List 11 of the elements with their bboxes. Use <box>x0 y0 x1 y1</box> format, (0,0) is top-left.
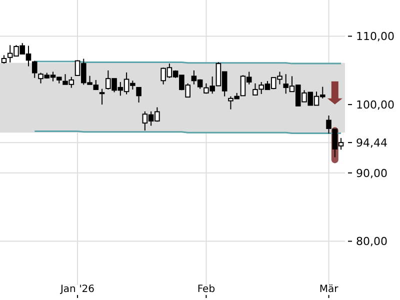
y-tick-label: 100,00 <box>356 98 394 112</box>
candlestick <box>99 88 105 106</box>
candlestick <box>32 60 38 78</box>
x-tick-label: Mär <box>319 284 340 295</box>
y-tick-label: 90,00 <box>356 166 388 180</box>
candlestick <box>136 86 142 104</box>
y-tick-label: 80,00 <box>356 235 388 248</box>
y-tick-label: 110,00 <box>356 30 394 44</box>
x-tick-label: Jan '26 <box>59 284 95 295</box>
y-tick-label: 94,44 <box>356 136 388 150</box>
x-tick-label: Feb <box>197 284 216 295</box>
